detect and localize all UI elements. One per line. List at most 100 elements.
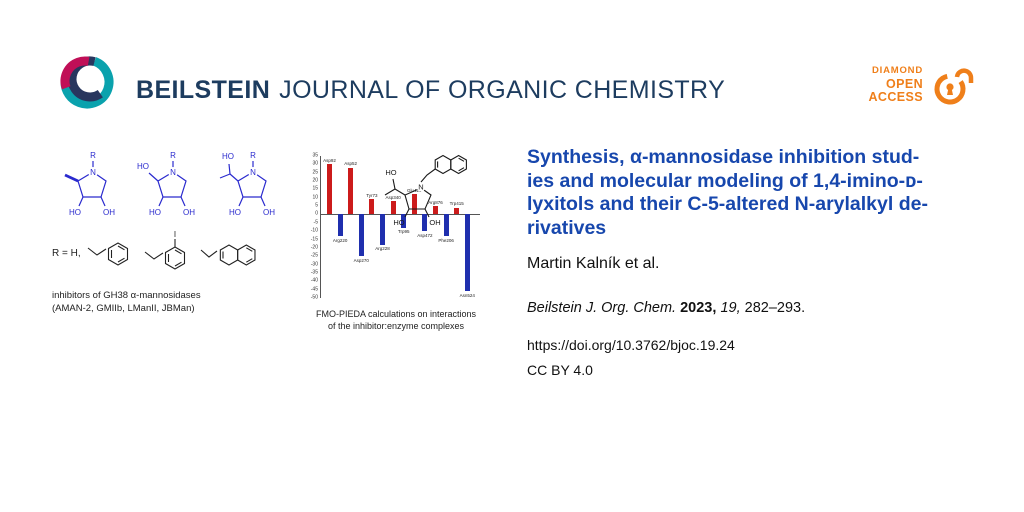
badge-access-label: ACCESS xyxy=(868,89,923,104)
bar-label-Arg228: Arg228 xyxy=(375,246,390,252)
y-tick-label: -20 xyxy=(310,244,318,251)
beilstein-logo xyxy=(60,55,114,109)
oh-label: OH xyxy=(103,208,115,217)
y-tick-label: -35 xyxy=(310,269,318,276)
open-access-badge: DIAMOND OPEN ACCESS xyxy=(869,60,975,108)
bar-Trp95 xyxy=(401,214,407,228)
bar-Arg876 xyxy=(433,206,438,215)
y-axis xyxy=(320,156,321,298)
r-substituents-label: R = H, xyxy=(52,247,81,259)
n-atom-label: N xyxy=(170,168,176,177)
title-line-3: lyxitols and their C-5-altered N-arylalk… xyxy=(527,193,928,215)
article-authors: Martin Kalník et al. xyxy=(527,255,660,272)
bar-label-Arg220: Arg220 xyxy=(332,237,348,243)
iodo-atom-label: I xyxy=(174,230,176,239)
bar-label-Asp52: Asp52 xyxy=(344,161,358,167)
bar-Asp472 xyxy=(422,214,428,232)
article-license: CC BY 4.0 xyxy=(527,362,593,378)
iminosugar-structure-3: N R HO HO OH xyxy=(219,151,275,217)
benzyl-structure xyxy=(87,242,128,266)
fmo-pieda-panel: 35 30 25 20 15 10 5 0 -5 -10 -15 -20 -25 -30 -35 -40 -45… xyxy=(300,148,492,334)
ho-label: HO xyxy=(149,208,161,217)
inhibitor-structure: N HO HO OH xyxy=(384,154,467,227)
bar-label-Asn524: Asn524 xyxy=(459,292,475,298)
iminosugar-structure-1: N R HO OH xyxy=(64,151,115,217)
bar-label-Trp95: Trp95 xyxy=(397,229,410,235)
y-tick-label: 35 xyxy=(312,152,318,159)
journal-brand: BEILSTEIN xyxy=(136,76,271,104)
bar-Arg220 xyxy=(337,214,343,237)
iodobenzyl-structure: I xyxy=(144,230,185,270)
bar-Asp340 xyxy=(390,201,396,215)
ho-label: HO xyxy=(69,208,81,217)
badge-open-label: OPEN xyxy=(885,76,923,91)
citation-pages: 282–293. xyxy=(744,300,806,316)
bar-label-Tyr73: Tyr73 xyxy=(366,192,378,198)
n-atom-label: N xyxy=(90,168,96,177)
article-info: Synthesis, α-mannosidase inhibition stud… xyxy=(527,146,989,378)
journal-title-text: JOURNAL OF ORGANIC CHEMISTRY xyxy=(279,76,726,104)
ho-label: HO xyxy=(229,208,241,217)
y-tick-label: 30 xyxy=(312,160,318,167)
bar-Phe206 xyxy=(443,214,449,237)
citation-year: 2023, xyxy=(680,300,717,316)
inhibitors-panel: N R HO OH N R HO xyxy=(52,146,300,338)
y-tick-label: 10 xyxy=(312,194,318,201)
bar-label-Trp415: Trp415 xyxy=(449,201,464,207)
article-citation: Beilstein J. Org. Chem. 2023, 19, 282–29… xyxy=(527,300,989,316)
bar-Tyr73 xyxy=(369,199,375,215)
bar-Asp92 xyxy=(327,164,332,215)
y-tick-label: -45 xyxy=(310,286,318,293)
n-atom-label: N xyxy=(418,183,423,192)
bar-Glu426 xyxy=(411,194,417,215)
oh-label: OH xyxy=(263,208,275,217)
bar-label-Asp472: Asp472 xyxy=(417,232,433,238)
y-tick-label: -40 xyxy=(310,277,318,284)
x-axis xyxy=(320,214,480,216)
oh-label: OH xyxy=(429,218,440,227)
bar-Trp415 xyxy=(454,207,460,215)
left-caption-line1: inhibitors of GH38 α-mannosidases xyxy=(52,290,201,301)
y-tick-label: -30 xyxy=(310,261,318,268)
open-access-badge-text: DIAMOND OPEN ACCESS xyxy=(869,65,924,104)
bar-Asp52 xyxy=(348,167,354,215)
y-tick-label: 20 xyxy=(312,177,318,184)
title-line-1: Synthesis, α-mannosidase inhibition stud… xyxy=(527,146,920,168)
iminosugar-structure-2: N R HO HO OH xyxy=(137,151,195,217)
naphthylmethyl-structure xyxy=(200,244,256,266)
oh-label: OH xyxy=(183,208,195,217)
bar-Asn524 xyxy=(464,214,470,292)
citation-journal: Beilstein J. Org. Chem. xyxy=(527,300,677,316)
bar-label-Arg876: Arg876 xyxy=(428,199,443,205)
n-atom-label: N xyxy=(250,168,256,177)
ho-sidechain-label: HO xyxy=(137,162,149,171)
chart-caption: FMO-PIEDA calculations on interactions o… xyxy=(300,309,492,332)
y-tick-label: -10 xyxy=(310,227,318,234)
left-caption: inhibitors of GH38 α-mannosidases (AMAN-… xyxy=(52,290,300,315)
left-caption-line2: (AMAN-2, GMIIb, LManII, JBMan) xyxy=(52,302,195,314)
iminosugar-row: N R HO OH N R HO xyxy=(52,146,300,228)
bar-label-Asp340: Asp340 xyxy=(385,194,401,200)
bar-label-Asp92: Asp92 xyxy=(323,157,336,163)
bar-label-Asp270: Asp270 xyxy=(353,257,369,263)
r-atom-label: R xyxy=(250,151,256,160)
article-title: Synthesis, α-mannosidase inhibition stud… xyxy=(527,146,989,240)
ho-sidechain-label: HO xyxy=(222,152,234,161)
open-access-icon xyxy=(934,68,974,105)
bar-Arg228 xyxy=(380,214,385,245)
ho-sidechain-label: HO xyxy=(385,168,396,177)
journal-name: BEILSTEIN JOURNAL OF ORGANIC CHEMISTRY xyxy=(136,76,725,105)
y-tick-label: -25 xyxy=(310,252,318,259)
y-tick-label: -50 xyxy=(310,294,318,301)
substituent-row: R = H, I xyxy=(52,228,300,278)
y-tick-label: 25 xyxy=(312,169,318,176)
title-line-2: ies and molecular modeling of 1,4-imino-… xyxy=(527,169,923,192)
bar-Asp270 xyxy=(358,214,364,257)
y-tick-label: 15 xyxy=(312,185,318,192)
r-atom-label: R xyxy=(170,151,176,160)
y-tick-label: 0 xyxy=(315,210,318,217)
r-atom-label: R xyxy=(90,151,96,160)
article-doi-link[interactable]: https://doi.org/10.3762/bjoc.19.24 xyxy=(527,337,735,353)
chart-caption-line2: of the inhibitor:enzyme complexes xyxy=(327,320,465,331)
